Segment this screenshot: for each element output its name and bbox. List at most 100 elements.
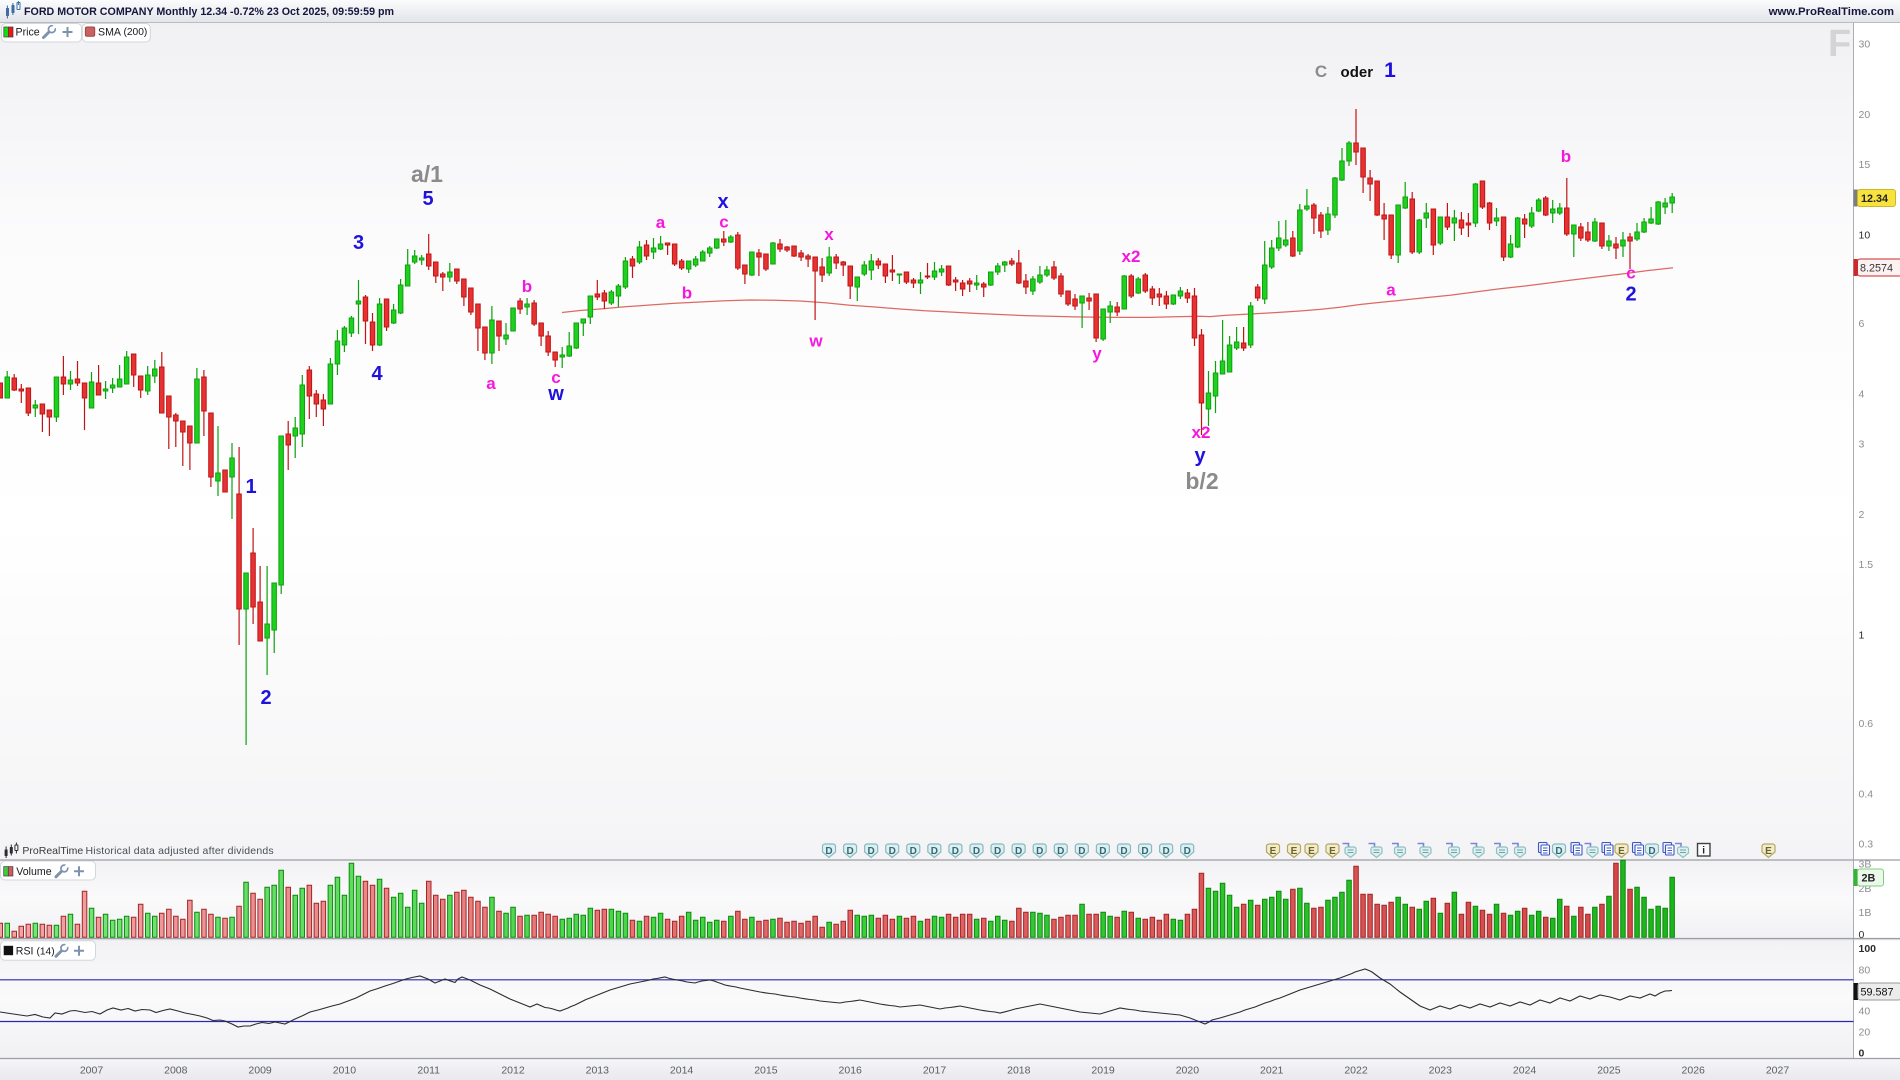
svg-text:D: D bbox=[825, 846, 832, 857]
svg-text:D: D bbox=[1163, 846, 1170, 857]
svg-text:2018: 2018 bbox=[1007, 1065, 1031, 1077]
svg-text:x2: x2 bbox=[1122, 247, 1141, 266]
svg-text:D: D bbox=[1015, 846, 1022, 857]
svg-text:3B: 3B bbox=[1859, 858, 1872, 870]
svg-text:4: 4 bbox=[371, 363, 383, 385]
svg-text:y: y bbox=[1194, 445, 1206, 467]
svg-text:x2: x2 bbox=[1192, 423, 1211, 442]
svg-text:E: E bbox=[1270, 846, 1277, 857]
svg-text:80: 80 bbox=[1859, 964, 1871, 976]
svg-text:D: D bbox=[1141, 846, 1148, 857]
svg-text:w: w bbox=[808, 332, 823, 351]
svg-text:x: x bbox=[717, 191, 728, 213]
svg-text:6: 6 bbox=[1859, 318, 1865, 330]
svg-text:D: D bbox=[1057, 846, 1064, 857]
svg-text:2012: 2012 bbox=[501, 1065, 525, 1077]
svg-text:a/1: a/1 bbox=[411, 161, 443, 187]
svg-text:D: D bbox=[846, 846, 853, 857]
svg-text:59.587: 59.587 bbox=[1861, 987, 1894, 999]
svg-text:D: D bbox=[1120, 846, 1127, 857]
svg-text:Volume: Volume bbox=[16, 866, 51, 878]
svg-text:2: 2 bbox=[1625, 284, 1636, 306]
svg-text:2: 2 bbox=[1859, 509, 1865, 521]
svg-text:2025: 2025 bbox=[1597, 1065, 1621, 1077]
svg-text:ProRealTime: ProRealTime bbox=[22, 845, 83, 857]
svg-text:2B: 2B bbox=[1862, 873, 1876, 885]
svg-text:D: D bbox=[973, 846, 980, 857]
svg-text:(14): (14) bbox=[37, 946, 55, 957]
svg-text:3: 3 bbox=[353, 232, 364, 254]
svg-text:E: E bbox=[1329, 846, 1336, 857]
svg-text:Historical data adjusted after: Historical data adjusted after dividends bbox=[86, 845, 274, 857]
svg-text:D: D bbox=[931, 846, 938, 857]
svg-text:D: D bbox=[1555, 846, 1562, 857]
svg-text:2011: 2011 bbox=[417, 1065, 440, 1077]
svg-text:1: 1 bbox=[1384, 59, 1396, 82]
svg-text:a: a bbox=[486, 374, 496, 393]
svg-text:2020: 2020 bbox=[1176, 1065, 1200, 1077]
svg-text:x: x bbox=[824, 225, 834, 244]
svg-text:D: D bbox=[1648, 846, 1655, 857]
svg-text:D: D bbox=[889, 846, 896, 857]
svg-text:1.5: 1.5 bbox=[1859, 559, 1874, 571]
svg-text:i: i bbox=[1702, 846, 1705, 857]
svg-text:30: 30 bbox=[1859, 39, 1871, 51]
svg-text:20: 20 bbox=[1859, 1026, 1871, 1038]
svg-text:D: D bbox=[1078, 846, 1085, 857]
svg-text:4: 4 bbox=[1859, 389, 1865, 401]
svg-text:D: D bbox=[994, 846, 1001, 857]
svg-text:D: D bbox=[1099, 846, 1106, 857]
svg-text:100: 100 bbox=[1859, 943, 1877, 955]
svg-text:2008: 2008 bbox=[164, 1065, 188, 1077]
svg-text:c: c bbox=[719, 213, 728, 232]
svg-text:b: b bbox=[522, 277, 532, 296]
svg-text:0.3: 0.3 bbox=[1859, 839, 1874, 851]
svg-text:c: c bbox=[551, 368, 560, 387]
svg-text:C: C bbox=[1315, 62, 1327, 81]
svg-text:2022: 2022 bbox=[1344, 1065, 1368, 1077]
svg-text:D: D bbox=[1036, 846, 1043, 857]
svg-text:0: 0 bbox=[1859, 1047, 1865, 1059]
svg-text:8.2574: 8.2574 bbox=[1860, 263, 1893, 275]
svg-text:RSI: RSI bbox=[16, 946, 34, 958]
svg-text:0: 0 bbox=[1859, 929, 1865, 941]
svg-text:2023: 2023 bbox=[1429, 1065, 1453, 1077]
svg-text:1: 1 bbox=[245, 476, 256, 498]
svg-text:2017: 2017 bbox=[923, 1065, 947, 1077]
svg-text:Price: Price bbox=[16, 26, 40, 38]
svg-text:3: 3 bbox=[1859, 439, 1865, 451]
svg-text:w: w bbox=[547, 383, 564, 405]
svg-text:40: 40 bbox=[1859, 1006, 1871, 1018]
svg-text:1B: 1B bbox=[1859, 907, 1872, 919]
svg-text:a: a bbox=[1386, 281, 1396, 300]
svg-text:2026: 2026 bbox=[1682, 1065, 1706, 1077]
svg-text:www.ProRealTime.com: www.ProRealTime.com bbox=[1768, 6, 1894, 18]
svg-text:2: 2 bbox=[260, 687, 271, 709]
svg-text:D: D bbox=[868, 846, 875, 857]
svg-text:2014: 2014 bbox=[670, 1065, 694, 1077]
svg-text:D: D bbox=[952, 846, 959, 857]
svg-text:D: D bbox=[1184, 846, 1191, 857]
svg-text:0.6: 0.6 bbox=[1859, 718, 1874, 730]
svg-text:2019: 2019 bbox=[1091, 1065, 1115, 1077]
svg-text:E: E bbox=[1765, 846, 1772, 857]
svg-text:5: 5 bbox=[422, 188, 433, 210]
svg-text:0.4: 0.4 bbox=[1859, 789, 1874, 801]
svg-text:2027: 2027 bbox=[1766, 1065, 1790, 1077]
svg-text:20: 20 bbox=[1859, 109, 1871, 121]
svg-text:(200): (200) bbox=[124, 27, 148, 38]
svg-text:2013: 2013 bbox=[586, 1065, 610, 1077]
svg-text:2015: 2015 bbox=[754, 1065, 778, 1077]
svg-text:FORD MOTOR COMPANY Monthly 12.: FORD MOTOR COMPANY Monthly 12.34 -0.72% … bbox=[24, 6, 394, 18]
svg-text:c: c bbox=[1626, 263, 1635, 282]
svg-text:a: a bbox=[656, 213, 666, 232]
svg-text:D: D bbox=[910, 846, 917, 857]
svg-text:y: y bbox=[1092, 344, 1102, 363]
svg-text:15: 15 bbox=[1859, 159, 1871, 171]
svg-text:2021: 2021 bbox=[1260, 1065, 1284, 1077]
svg-text:2010: 2010 bbox=[333, 1065, 357, 1077]
svg-text:b: b bbox=[1561, 147, 1571, 166]
svg-text:E: E bbox=[1291, 846, 1298, 857]
svg-text:10: 10 bbox=[1859, 229, 1871, 241]
svg-text:2007: 2007 bbox=[80, 1065, 104, 1077]
